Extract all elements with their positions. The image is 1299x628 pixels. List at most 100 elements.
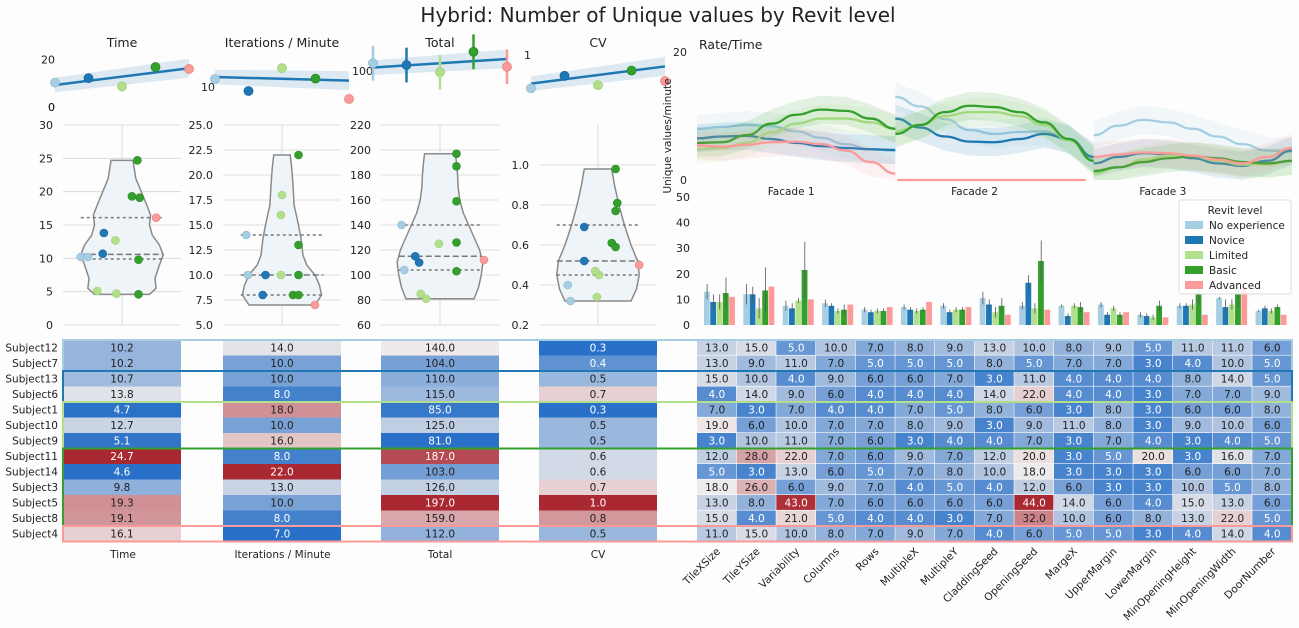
param-cell bbox=[935, 495, 975, 510]
metric-cell bbox=[223, 340, 341, 356]
param-cell-value: 10.0 bbox=[745, 374, 768, 386]
param-cell bbox=[1014, 371, 1054, 386]
metric-cell bbox=[539, 402, 657, 418]
param-cell-value: 3.0 bbox=[986, 374, 1003, 386]
bar bbox=[1137, 314, 1144, 325]
param-cell bbox=[1014, 340, 1054, 355]
bar bbox=[1097, 304, 1104, 325]
metric-cell bbox=[381, 526, 499, 542]
metric-cell bbox=[223, 386, 341, 402]
param-cell bbox=[697, 479, 737, 495]
param-cell bbox=[776, 495, 816, 510]
param-cell bbox=[1133, 340, 1173, 355]
param-cell-value: 22.0 bbox=[1221, 513, 1244, 525]
scatter-point bbox=[210, 74, 220, 84]
violin-point bbox=[92, 286, 102, 296]
violin-point bbox=[452, 266, 461, 276]
violin-ytick-label: 220 bbox=[350, 119, 371, 132]
param-cell bbox=[1173, 355, 1213, 371]
violin-point bbox=[76, 252, 86, 262]
param-cell-value: 8.0 bbox=[1264, 405, 1281, 417]
metric-cell bbox=[539, 479, 657, 495]
param-cell bbox=[816, 386, 856, 402]
scatter-point bbox=[593, 80, 603, 91]
rate-band bbox=[1093, 141, 1292, 180]
bar bbox=[716, 301, 723, 325]
param-cell-value: 3.0 bbox=[1145, 358, 1162, 370]
param-cell bbox=[895, 340, 935, 355]
metric-cell-value: 0.4 bbox=[590, 358, 607, 370]
param-cell bbox=[1252, 417, 1292, 433]
param-cell-value: 5.0 bbox=[867, 467, 884, 479]
scatter-point bbox=[150, 62, 161, 72]
param-cell-value: 7.0 bbox=[827, 451, 844, 463]
violin-point bbox=[112, 289, 121, 298]
param-cell-value: 7.0 bbox=[788, 405, 805, 417]
param-cell bbox=[697, 510, 737, 526]
param-cell bbox=[895, 448, 935, 464]
param-cell-value: 7.0 bbox=[867, 420, 884, 432]
param-cell-value: 11.0 bbox=[1062, 420, 1085, 432]
param-cell-value: 6.0 bbox=[748, 420, 765, 432]
metric-cell-value: 4.7 bbox=[114, 405, 131, 417]
param-cell-value: 5.0 bbox=[1264, 513, 1281, 525]
param-cell bbox=[855, 417, 895, 433]
subject-label: Subject5 bbox=[12, 498, 58, 510]
param-cell bbox=[1014, 526, 1054, 541]
metric-cell bbox=[223, 371, 341, 387]
param-cell-value: 5.0 bbox=[1145, 343, 1162, 355]
param-cell bbox=[736, 355, 776, 371]
metric-cell bbox=[539, 371, 657, 387]
param-cell bbox=[776, 386, 816, 402]
bar bbox=[1255, 310, 1262, 325]
bar bbox=[828, 305, 835, 325]
param-cell bbox=[1173, 526, 1213, 541]
param-cell-value: 7.0 bbox=[1105, 436, 1122, 448]
violin-ytick-label: 80 bbox=[357, 294, 371, 307]
param-cell-value: 4.0 bbox=[986, 482, 1003, 494]
metric-cell-value: 10.0 bbox=[270, 498, 293, 510]
bar bbox=[807, 299, 814, 325]
param-cell bbox=[697, 340, 737, 355]
param-cell-value: 6.0 bbox=[1065, 482, 1082, 494]
scatter-ytick-label: 10 bbox=[201, 81, 215, 94]
param-cell-value: 16.0 bbox=[1221, 451, 1244, 463]
violin-ytick-label: 20.0 bbox=[189, 169, 214, 182]
bar bbox=[768, 286, 775, 325]
bar-ytick-label: 0 bbox=[683, 319, 690, 332]
param-cell-value: 4.0 bbox=[946, 436, 963, 448]
bar bbox=[1038, 261, 1044, 325]
param-cell bbox=[776, 371, 816, 386]
metric-cell-value: 103.0 bbox=[425, 467, 455, 479]
param-cell bbox=[1173, 495, 1213, 510]
metric-cell-value: 10.0 bbox=[270, 374, 293, 386]
param-cell-value: 13.0 bbox=[1221, 498, 1244, 510]
metric-cell-value: 13.8 bbox=[110, 389, 133, 401]
param-cell-value: 7.0 bbox=[827, 420, 844, 432]
param-cell-value: 13.0 bbox=[705, 358, 728, 370]
violin-ytick-label: 12.5 bbox=[189, 244, 214, 257]
bar bbox=[1019, 305, 1025, 325]
param-cell-value: 44.0 bbox=[1022, 498, 1045, 510]
violin-body bbox=[241, 154, 323, 306]
metric-cell bbox=[381, 386, 499, 402]
param-cell-value: 9.0 bbox=[1105, 343, 1122, 355]
param-cell bbox=[1054, 340, 1094, 355]
bar bbox=[1216, 298, 1222, 325]
violin-ytick-label: 15.0 bbox=[189, 219, 214, 232]
param-cell bbox=[736, 510, 776, 526]
param-cell bbox=[736, 402, 776, 417]
param-cell-value: 4.0 bbox=[907, 482, 924, 494]
violin-body bbox=[396, 153, 484, 300]
param-cell bbox=[736, 340, 776, 355]
scatter-point bbox=[310, 73, 321, 84]
violin-point bbox=[133, 156, 142, 165]
subject-label: Subject8 bbox=[12, 513, 58, 525]
param-cell bbox=[1173, 448, 1213, 464]
param-cell-value: 14.0 bbox=[1062, 498, 1085, 510]
metric-cell-value: 16.1 bbox=[110, 529, 133, 541]
param-cell-value: 5.0 bbox=[946, 358, 963, 370]
param-cell bbox=[1014, 479, 1054, 495]
metric-cell-value: 0.6 bbox=[590, 467, 607, 479]
